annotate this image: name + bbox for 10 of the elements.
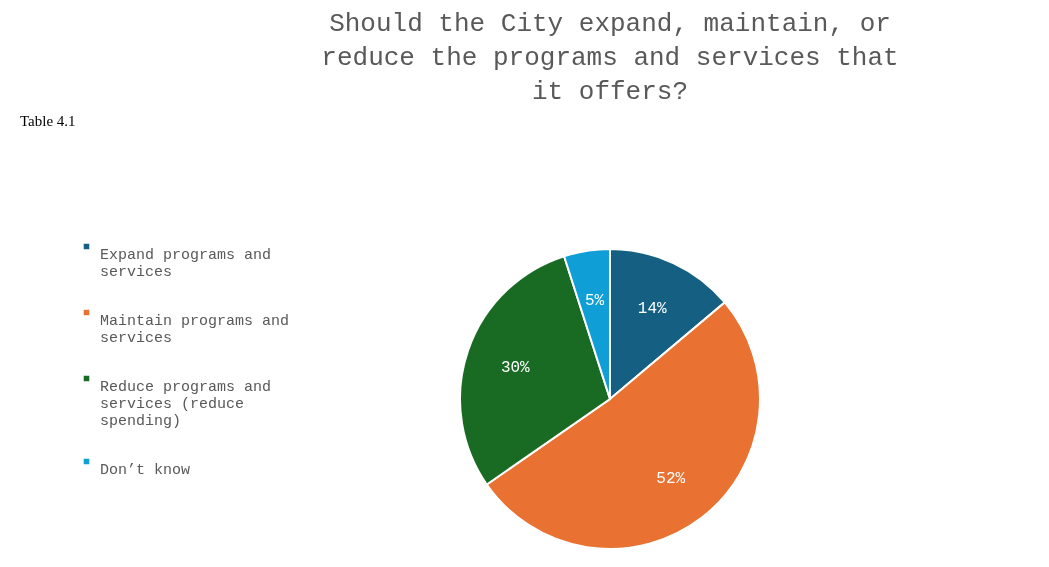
legend-label: Don’t know [100, 461, 191, 479]
data-label: 52% [656, 470, 686, 489]
data-label: 5% [584, 292, 605, 311]
legend-label: Reduce programs and services (reduce spending) [100, 378, 272, 430]
data-label: 14% [637, 300, 667, 319]
chart-title: Should the City expand, maintain, or reduce the programs and services that it offers? [321, 9, 899, 107]
legend-label: Expand programs and services [100, 246, 272, 281]
legend-label: Maintain programs and services [100, 312, 290, 347]
data-label: 30% [500, 358, 531, 377]
caption: Table 4.1 [20, 113, 76, 129]
